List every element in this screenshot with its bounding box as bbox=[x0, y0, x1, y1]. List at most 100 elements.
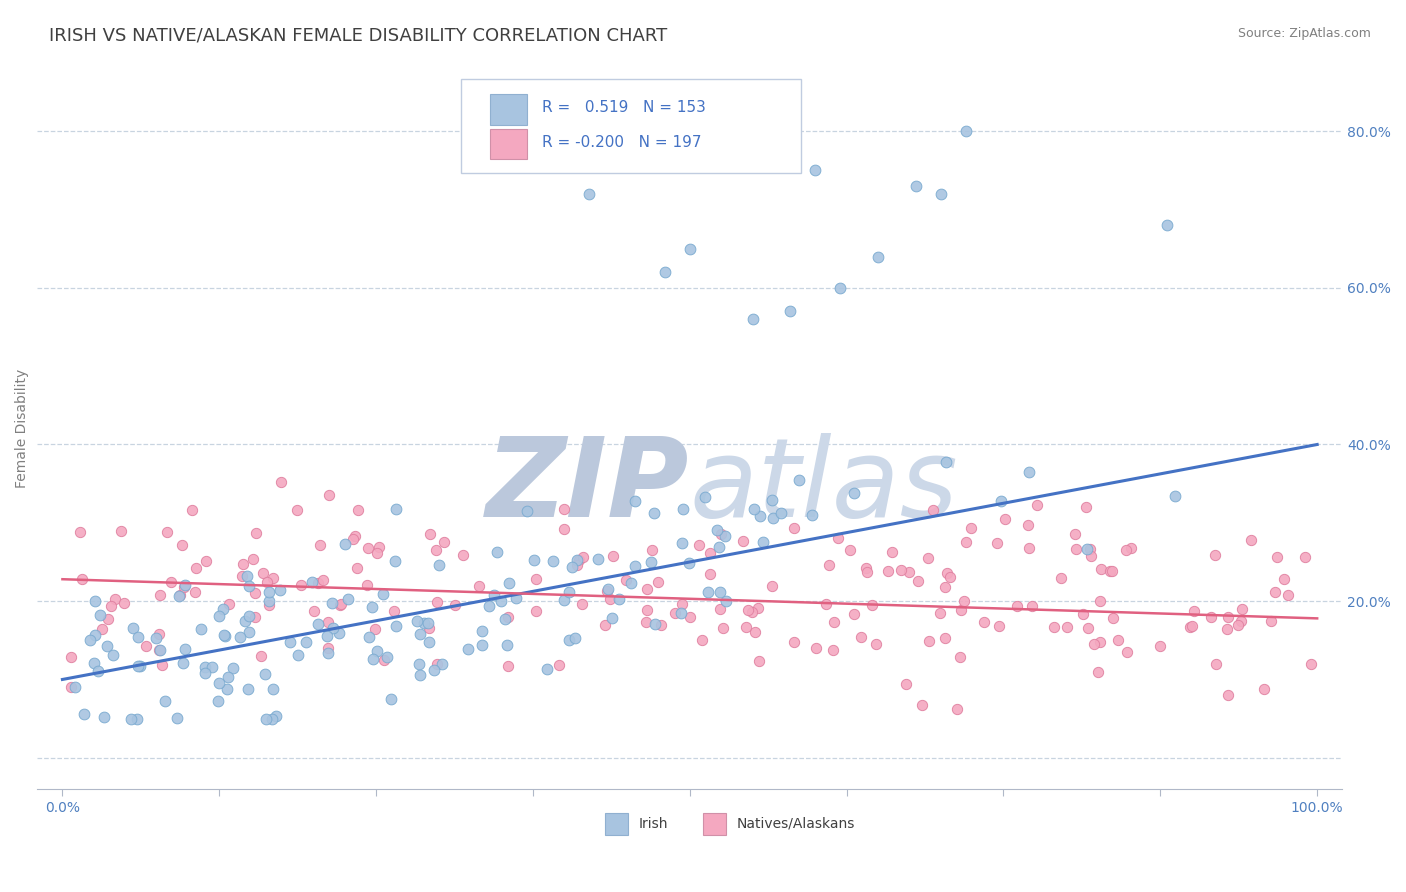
Point bbox=[184, 585, 207, 599]
Point bbox=[801, 508, 824, 522]
Point bbox=[489, 593, 512, 607]
Point bbox=[586, 552, 609, 566]
Point bbox=[1216, 688, 1239, 702]
Point bbox=[671, 597, 693, 611]
Point bbox=[779, 304, 801, 318]
Point bbox=[693, 490, 716, 504]
Point bbox=[173, 581, 195, 595]
Point bbox=[565, 553, 588, 567]
Point bbox=[343, 529, 366, 543]
Point bbox=[409, 627, 432, 641]
Point bbox=[328, 626, 350, 640]
Point bbox=[1264, 584, 1286, 599]
Point bbox=[641, 543, 664, 558]
Point bbox=[384, 554, 406, 568]
Point bbox=[602, 549, 624, 564]
Point bbox=[342, 532, 364, 546]
Point bbox=[1156, 218, 1178, 232]
Point bbox=[148, 643, 170, 657]
Point bbox=[127, 712, 149, 726]
Point bbox=[960, 521, 983, 535]
Point bbox=[741, 312, 763, 326]
Point bbox=[257, 593, 280, 607]
Point bbox=[190, 622, 212, 636]
Point bbox=[946, 702, 969, 716]
Point bbox=[955, 535, 977, 549]
Point bbox=[876, 564, 898, 578]
Point bbox=[478, 599, 501, 613]
Point bbox=[231, 569, 253, 583]
Point bbox=[955, 124, 977, 138]
Point bbox=[709, 585, 731, 599]
Point bbox=[278, 635, 301, 649]
Point bbox=[256, 712, 278, 726]
Point bbox=[443, 598, 465, 612]
Point bbox=[929, 186, 952, 201]
Point bbox=[710, 527, 733, 541]
Point bbox=[309, 538, 332, 552]
Point bbox=[671, 536, 693, 550]
Point bbox=[287, 503, 309, 517]
Point bbox=[169, 588, 191, 602]
Point bbox=[1021, 599, 1043, 613]
Point bbox=[948, 650, 970, 665]
Point bbox=[380, 691, 402, 706]
Point bbox=[153, 694, 176, 708]
Point bbox=[408, 657, 430, 671]
Point bbox=[609, 592, 631, 607]
Point bbox=[917, 551, 939, 566]
Point bbox=[174, 578, 197, 592]
Point bbox=[238, 609, 260, 624]
Point bbox=[337, 592, 360, 607]
Point bbox=[208, 608, 231, 623]
Point bbox=[84, 627, 107, 641]
Point bbox=[953, 594, 976, 608]
Point bbox=[558, 585, 581, 599]
Text: IRISH VS NATIVE/ALASKAN FEMALE DISABILITY CORRELATION CHART: IRISH VS NATIVE/ALASKAN FEMALE DISABILIT… bbox=[49, 27, 668, 45]
Point bbox=[1056, 620, 1078, 634]
Point bbox=[170, 538, 193, 552]
Point bbox=[1115, 645, 1137, 659]
Point bbox=[97, 612, 120, 626]
Point bbox=[1098, 564, 1121, 578]
Point bbox=[93, 709, 115, 723]
Point bbox=[373, 653, 395, 667]
Point bbox=[412, 615, 434, 630]
FancyBboxPatch shape bbox=[461, 79, 801, 173]
Point bbox=[218, 597, 240, 611]
Point bbox=[368, 541, 391, 555]
Point bbox=[578, 186, 600, 201]
Point bbox=[385, 619, 408, 633]
Point bbox=[654, 265, 676, 279]
Point bbox=[245, 525, 267, 540]
Point bbox=[426, 595, 449, 609]
Point bbox=[65, 680, 87, 694]
Point bbox=[1076, 500, 1098, 515]
Point bbox=[973, 615, 995, 629]
Point bbox=[672, 501, 695, 516]
Point bbox=[650, 617, 672, 632]
Point bbox=[256, 575, 278, 590]
Point bbox=[524, 572, 547, 586]
Point bbox=[1071, 607, 1094, 621]
Point bbox=[737, 602, 759, 616]
Point bbox=[257, 585, 280, 599]
Point bbox=[624, 494, 647, 508]
Point bbox=[890, 562, 912, 576]
Point bbox=[250, 648, 273, 663]
Point bbox=[839, 542, 862, 557]
Point bbox=[83, 594, 105, 608]
Point bbox=[624, 558, 647, 573]
Point bbox=[815, 597, 838, 611]
Point bbox=[1050, 570, 1073, 584]
Point bbox=[245, 585, 267, 599]
Point bbox=[70, 572, 93, 586]
Point bbox=[731, 534, 754, 549]
Point bbox=[1216, 610, 1239, 624]
Point bbox=[302, 604, 325, 618]
Point bbox=[243, 609, 266, 624]
Point bbox=[565, 558, 588, 572]
Point bbox=[416, 616, 439, 631]
Point bbox=[232, 558, 254, 572]
Point bbox=[1178, 620, 1201, 634]
